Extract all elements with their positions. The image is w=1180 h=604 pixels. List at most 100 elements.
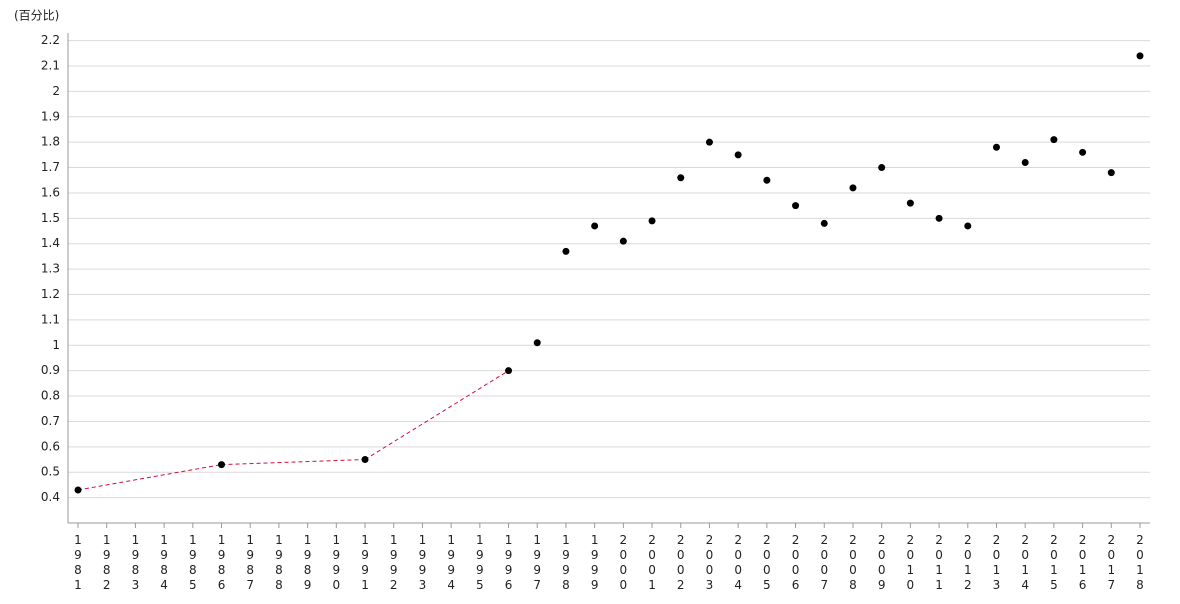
x-tick-char: 9 [333, 548, 341, 562]
x-tick-char: 1 [246, 533, 254, 547]
x-tick-char: 1 [275, 533, 283, 547]
x-tick-char: 0 [763, 563, 771, 577]
x-tick-char: 9 [562, 548, 570, 562]
x-tick-char: 5 [476, 578, 484, 592]
x-tick-char: 3 [993, 578, 1001, 592]
x-tick-char: 2 [849, 533, 857, 547]
x-tick-char: 1 [935, 578, 943, 592]
x-tick-char: 9 [419, 548, 427, 562]
x-tick-char: 1 [935, 563, 943, 577]
x-tick-char: 9 [132, 548, 140, 562]
x-tick-char: 1 [160, 533, 168, 547]
y-tick-label: 2 [52, 84, 60, 98]
y-tick-label: 1.4 [41, 236, 60, 250]
x-tick-char: 2 [763, 533, 771, 547]
x-tick-char: 0 [964, 548, 972, 562]
x-tick-char: 8 [275, 563, 283, 577]
point [792, 202, 800, 210]
x-tick-char: 7 [246, 578, 254, 592]
x-tick-char: 8 [160, 563, 168, 577]
point [1050, 136, 1058, 144]
point [1107, 169, 1115, 177]
x-tick-char: 9 [533, 563, 541, 577]
x-tick-char: 0 [620, 548, 628, 562]
x-tick-char: 0 [935, 548, 943, 562]
point [562, 247, 570, 255]
x-tick-char: 8 [1136, 578, 1144, 592]
y-tick-label: 1.1 [41, 312, 60, 326]
x-tick-char: 9 [246, 548, 254, 562]
x-tick-char: 8 [246, 563, 254, 577]
point [820, 219, 828, 227]
y-tick-label: 1 [52, 338, 60, 352]
x-tick-char: 1 [648, 578, 656, 592]
x-tick-char: 9 [476, 563, 484, 577]
x-tick-char: 8 [132, 563, 140, 577]
x-tick-char: 4 [160, 578, 168, 592]
x-tick-char: 2 [878, 533, 886, 547]
x-tick-char: 1 [74, 578, 82, 592]
y-tick-label: 1.5 [41, 211, 60, 225]
x-tick-char: 0 [333, 578, 341, 592]
x-tick-char: 1 [304, 533, 312, 547]
x-tick-char: 9 [361, 563, 369, 577]
x-tick-char: 0 [849, 548, 857, 562]
x-tick-char: 1 [390, 533, 398, 547]
x-tick-char: 2 [1021, 533, 1029, 547]
x-tick-char: 4 [1021, 578, 1029, 592]
x-tick-char: 2 [935, 533, 943, 547]
x-tick-char: 9 [878, 578, 886, 592]
x-tick-char: 7 [820, 578, 828, 592]
x-tick-char: 0 [1079, 548, 1087, 562]
y-axis-label: (百分比) [14, 9, 59, 23]
y-tick-label: 1.8 [41, 135, 60, 149]
x-tick-char: 4 [447, 578, 455, 592]
x-tick-char: 0 [993, 548, 1001, 562]
x-tick-char: 2 [1079, 533, 1087, 547]
point [849, 184, 857, 192]
x-tick-char: 1 [1079, 563, 1087, 577]
point [591, 222, 599, 230]
x-tick-char: 3 [132, 578, 140, 592]
x-tick-char: 0 [849, 563, 857, 577]
point [533, 339, 541, 347]
x-tick-char: 1 [533, 533, 541, 547]
point [74, 486, 82, 494]
y-tick-label: 2.1 [41, 59, 60, 73]
x-tick-char: 1 [1021, 563, 1029, 577]
x-tick-char: 2 [792, 533, 800, 547]
y-tick-label: 0.6 [41, 439, 60, 453]
x-tick-char: 1 [964, 563, 972, 577]
x-tick-char: 0 [734, 563, 742, 577]
x-tick-char: 2 [907, 533, 915, 547]
x-tick-char: 0 [878, 563, 886, 577]
x-tick-char: 7 [1107, 578, 1115, 592]
x-tick-char: 1 [993, 563, 1001, 577]
x-tick-char: 5 [763, 578, 771, 592]
x-tick-char: 0 [792, 563, 800, 577]
x-tick-char: 1 [505, 533, 513, 547]
x-tick-char: 0 [907, 578, 915, 592]
x-tick-char: 9 [591, 578, 599, 592]
x-tick-char: 9 [361, 548, 369, 562]
x-tick-char: 1 [189, 533, 197, 547]
point [361, 456, 369, 464]
gap-connector [77, 464, 222, 491]
x-tick-char: 2 [648, 533, 656, 547]
x-tick-char: 2 [993, 533, 1001, 547]
x-tick-char: 1 [103, 533, 111, 547]
point [619, 237, 627, 245]
